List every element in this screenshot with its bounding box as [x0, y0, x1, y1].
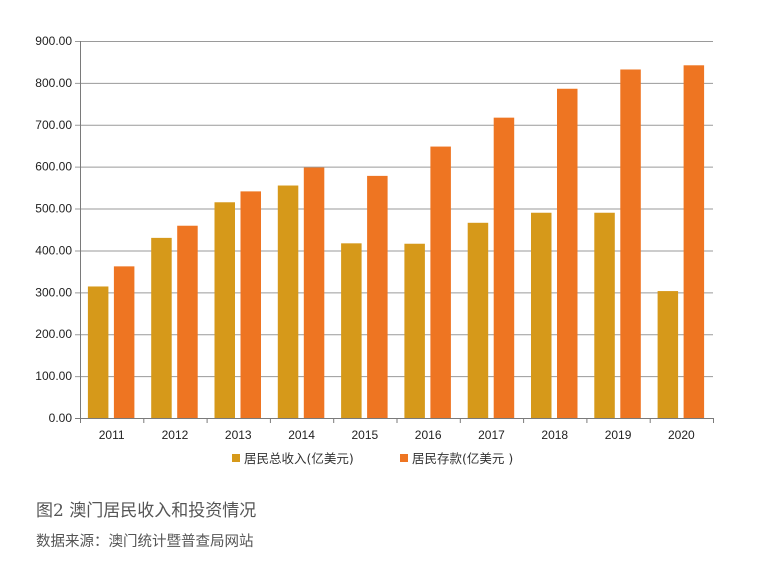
x-tick-label: 2013 — [225, 428, 252, 442]
bar-deposit-2018 — [557, 88, 578, 419]
x-tick-label: 2017 — [478, 428, 505, 442]
bar-income-2019 — [594, 212, 615, 418]
y-tick-label: 0.00 — [49, 411, 73, 425]
x-tick-label: 2011 — [99, 428, 125, 442]
y-tick-label: 800.00 — [35, 76, 72, 90]
bar-income-2020 — [657, 291, 679, 418]
x-tick-label: 2016 — [415, 428, 442, 442]
bar-income-2012 — [151, 237, 172, 418]
bar-deposit-2019 — [620, 69, 641, 419]
bar-deposit-2014 — [303, 167, 325, 418]
bar-deposit-2013 — [240, 191, 261, 418]
legend-swatch — [400, 454, 408, 462]
legend-swatch — [232, 454, 240, 462]
figure-title: 图2 澳门居民收入和投资情况 — [36, 501, 257, 521]
legend-label: 居民存款(亿美元 ) — [412, 451, 513, 466]
bar-income-2015 — [341, 243, 362, 418]
y-tick-label: 300.00 — [35, 285, 72, 299]
bar-deposit-2017 — [493, 117, 515, 418]
x-tick-label: 2019 — [605, 428, 632, 442]
x-tick-label: 2012 — [162, 428, 189, 442]
figure-source: 数据来源：澳门统计暨普查局网站 — [36, 534, 254, 550]
y-tick-label: 900.00 — [35, 34, 72, 48]
y-tick-label: 600.00 — [35, 160, 72, 174]
x-tick-label: 2014 — [288, 428, 315, 442]
bar-income-2016 — [404, 243, 425, 418]
x-tick-label: 2018 — [541, 428, 568, 442]
y-tick-label: 700.00 — [35, 118, 72, 132]
bar-deposit-2012 — [177, 225, 198, 418]
bar-deposit-2020 — [683, 65, 705, 418]
bar-deposit-2016 — [430, 146, 451, 418]
y-tick-label: 500.00 — [35, 202, 72, 216]
x-tick-label: 2020 — [668, 428, 695, 442]
bar-income-2013 — [214, 202, 235, 418]
bar-income-2017 — [467, 222, 489, 418]
bar-income-2011 — [87, 286, 109, 418]
y-axis: 0.00 100.00 200.00 300.00 400.00 500.00 600.00… — [35, 34, 81, 425]
y-tick-label: 100.00 — [35, 369, 72, 383]
y-tick-label: 400.00 — [35, 243, 72, 257]
bars — [87, 65, 705, 419]
y-tick-label: 200.00 — [35, 327, 72, 341]
x-tick-label: 2015 — [351, 428, 378, 442]
bar-deposit-2011 — [113, 266, 135, 418]
bar-income-2018 — [531, 212, 552, 418]
x-axis: 2011 2012 2013 2014 2015 2016 2017 2018 2019 2020 — [75, 418, 714, 442]
legend: 居民总收入(亿美元) 居民存款(亿美元 ) — [232, 451, 513, 466]
legend-label: 居民总收入(亿美元) — [244, 451, 354, 466]
bar-chart: 0.00 100.00 200.00 300.00 400.00 500.00 600.00… — [35, 34, 714, 466]
bar-deposit-2015 — [367, 175, 388, 418]
bar-income-2014 — [277, 185, 299, 418]
